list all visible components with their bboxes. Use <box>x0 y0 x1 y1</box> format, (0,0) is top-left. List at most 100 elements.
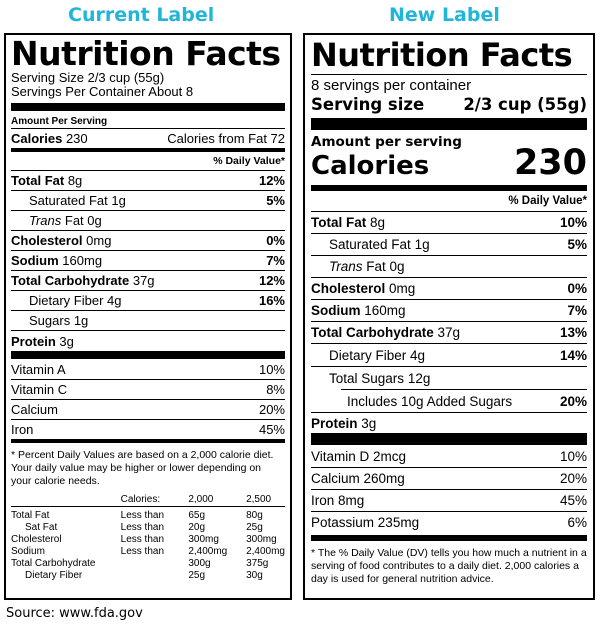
table-cell: Cholesterol <box>11 533 62 545</box>
thick-divider <box>311 433 587 445</box>
vitamin-row: Iron 45% <box>11 419 285 439</box>
nutrient-row: Dietary Fiber 4g 16% <box>11 290 285 310</box>
vitamin-row: Calcium 20% <box>11 399 285 419</box>
table-cell <box>11 494 121 507</box>
nutrient-name: Total Fat <box>11 173 65 188</box>
table-row: Total Carbohydrate 300g 375g <box>11 558 285 570</box>
nutrient-row: Total Fat 8g 12% <box>11 170 285 190</box>
thick-divider <box>11 103 285 111</box>
table-cell: Sat Fat <box>25 521 58 533</box>
nutrient-dv: 12% <box>258 273 285 288</box>
vitamin-row: Vitamin C 8% <box>11 379 285 399</box>
vitamin-name: Calcium <box>11 402 58 417</box>
table-cell: Calories: <box>120 494 161 505</box>
nutrient-row: Dietary Fiber 4g 14% <box>311 343 587 366</box>
table-cell: Total Fat <box>11 509 50 521</box>
table-row: Total Fat Less than 65g 80g <box>11 510 285 522</box>
new-servings-per-container: 8 servings per container <box>311 77 472 94</box>
new-label-heading: New Label <box>389 4 500 26</box>
vitamin-amount: 2mcg <box>373 448 407 464</box>
nutrient-name: Sodium <box>311 303 361 318</box>
divider <box>311 185 587 191</box>
nutrient-dv: 13% <box>559 325 587 340</box>
nutrient-amount: 8g <box>67 173 83 188</box>
vitamin-name: Iron <box>311 493 335 508</box>
nutrient-name: Sugars <box>29 313 71 328</box>
nutrient-amount: 160mg <box>364 303 406 318</box>
nutrient-name: Dietary Fiber <box>329 347 407 363</box>
vitamin-amount: 8mg <box>338 493 365 508</box>
nutrient-row: Protein 3g <box>311 412 587 433</box>
table-cell: 25g <box>246 521 263 533</box>
vitamin-dv: 45% <box>258 422 285 437</box>
table-cell: 20g <box>188 521 206 533</box>
table-cell: 375g <box>246 557 269 569</box>
nutrient-row: Total Carbohydrate 37g 12% <box>11 270 285 290</box>
nutrient-dv: 0% <box>567 281 587 296</box>
table-cell: 2,400mg <box>246 545 285 557</box>
divider <box>11 439 285 443</box>
current-calories-value: 230 <box>65 131 88 146</box>
current-vitamin-list: Vitamin A 10% Vitamin C 8% Calcium 20% Iron… <box>11 359 285 439</box>
nutrient-amount: 0mg <box>86 233 112 248</box>
table-cell: Sodium <box>11 545 45 557</box>
nutrient-name: Protein <box>11 333 56 349</box>
divider <box>311 535 587 541</box>
nutrient-name: Cholesterol <box>311 281 386 296</box>
nutrient-amount: 12g <box>407 370 431 386</box>
table-cell <box>121 570 189 582</box>
nutrient-amount: Fat 0g <box>61 213 102 228</box>
nutrient-dv: 7% <box>266 253 285 268</box>
vitamin-amount: 260mg <box>363 471 405 486</box>
nutrient-row: Sugars 1g <box>11 310 285 330</box>
vitamin-dv: 20% <box>559 471 587 486</box>
nutrient-dv: 20% <box>559 393 587 409</box>
table-cell: Less than <box>120 533 165 545</box>
new-dv-header: % Daily Value* <box>508 195 587 207</box>
current-calories-from-fat: Calories from Fat 72 <box>167 131 285 146</box>
table-cell: 25g <box>188 569 206 581</box>
table-cell: 300mg <box>188 533 219 545</box>
nutrient-amount: 3g <box>361 415 377 431</box>
nutrient-name: Trans <box>329 259 363 274</box>
table-row: Cholesterol Less than 300mg 300mg <box>11 534 285 546</box>
nutrient-amount: 37g <box>437 325 461 340</box>
nutrient-dv: 5% <box>266 193 285 208</box>
nutrient-row: Cholesterol 0mg 0% <box>11 230 285 250</box>
current-amount-per-serving: Amount Per Serving <box>11 116 108 127</box>
table-cell: 2,500 <box>246 494 272 505</box>
nutrient-name: Total Fat <box>311 215 367 230</box>
table-cell: 300g <box>188 557 211 569</box>
nutrient-dv: 7% <box>567 303 587 318</box>
vitamin-dv: 20% <box>258 402 285 417</box>
current-servings-per-container: Servings Per Container About 8 <box>11 84 194 99</box>
nutrient-dv: 0% <box>266 233 285 248</box>
nutrient-row: Sodium 160mg 7% <box>311 299 587 321</box>
nutrient-amount: 160mg <box>62 253 103 268</box>
new-amount-per-serving: Amount per serving <box>311 134 462 150</box>
current-nutrient-list: Total Fat 8g 12% Saturated Fat 1g 5% Trans… <box>11 170 285 351</box>
nutrient-name: Trans <box>29 213 62 228</box>
nutrient-dv: 16% <box>258 293 285 308</box>
table-cell: Total Carbohydrate <box>11 557 96 569</box>
nutrient-name: Includes 10g Added Sugars <box>347 393 513 409</box>
current-daily-values-table: Calories: 2,000 2,500 Total Fat Less than… <box>11 494 285 582</box>
table-cell <box>121 558 189 570</box>
vitamin-name: Calcium <box>311 471 360 486</box>
nutrient-name: Saturated Fat <box>29 193 108 208</box>
divider <box>11 148 285 152</box>
thick-divider <box>311 118 587 130</box>
current-title: Nutrition Facts <box>11 34 281 73</box>
current-serving-size: Serving Size 2/3 cup (55g) <box>11 70 165 85</box>
vitamin-dv: 10% <box>258 361 285 377</box>
new-nutrition-label: Nutrition Facts 8 servings per container… <box>303 33 595 600</box>
nutrient-dv: 10% <box>559 215 587 230</box>
vitamin-dv: 10% <box>559 448 587 464</box>
nutrient-amount: 1g <box>414 237 430 252</box>
nutrient-name: Total Carbohydrate <box>311 325 434 340</box>
current-dv-header: % Daily Value* <box>213 155 285 167</box>
nutrient-row: Protein 3g <box>11 330 285 351</box>
current-label-heading: Current Label <box>68 4 215 26</box>
current-nutrition-label: Nutrition Facts Serving Size 2/3 cup (55… <box>4 33 292 600</box>
vitamin-amount: 235mg <box>377 515 420 530</box>
